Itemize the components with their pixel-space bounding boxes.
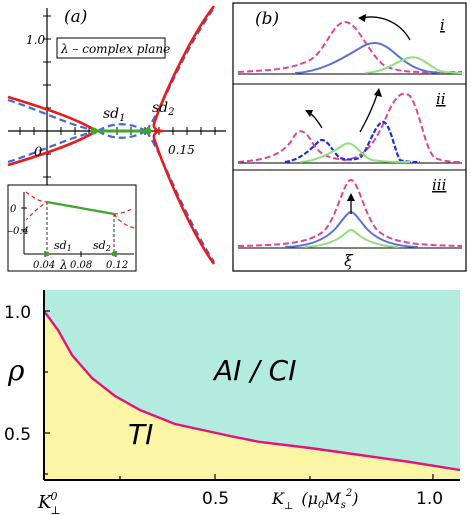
sd1-point: [90, 127, 98, 135]
row-i-arrowhead: [358, 14, 366, 22]
phase-ylabel: ρ: [7, 354, 25, 387]
row-i-arrow: [361, 16, 411, 41]
panel-b-xlabel: ξ: [344, 251, 354, 270]
red-branch-right-lower: [152, 129, 216, 265]
red-branch-left-upper: [7, 95, 97, 133]
blue-branch-left-upper: [7, 98, 99, 133]
row-ii-green: [299, 142, 411, 163]
blue-arc-lower: [97, 130, 147, 139]
phase-region-top-label: AI / CI: [212, 354, 296, 387]
row-ii-label: ii: [436, 90, 446, 108]
row-iii-label: iii: [432, 176, 447, 194]
row-ii: ii: [237, 88, 463, 164]
inset-red-right: [113, 207, 135, 229]
panel-a-x-ticks: [19, 127, 216, 135]
phase-region-bottom-label: TI: [128, 418, 153, 451]
row-iii-arrowhead: [347, 193, 355, 201]
inset-green-line: [46, 200, 115, 216]
sd1-label: sd1: [103, 106, 126, 124]
inset-ytick-0: 0: [10, 204, 17, 215]
inset-xtick-3: 0.12: [106, 260, 128, 271]
panel-a-xtick: 0.15: [168, 143, 195, 157]
panel-b: (b) i ii: [232, 2, 467, 272]
phase-diagram: ρ 1.0 0.5 K0 ⊥ 0.5 1.0 K⊥ (μ0Ms2) AI / CI …: [4, 290, 461, 515]
row-i-magenta-dashed: [237, 20, 463, 74]
red-branch-right-upper: [152, 5, 216, 133]
row-ii-arrowhead-left: [305, 110, 313, 117]
row-ii-arrowhead-right: [374, 88, 382, 97]
panel-a: (a) 1.0 0 0.15 sd1 sd2 λ – complex plane: [7, 5, 226, 272]
row-iii: iii: [237, 176, 463, 249]
inset-xtick-1: 0.04: [33, 260, 55, 271]
row-ii-blue-dark: [284, 120, 421, 164]
inset-xlabel: λ: [59, 258, 68, 272]
row-i-green: [364, 56, 463, 74]
panel-b-frame: [232, 2, 467, 272]
row-iii-magenta-dashed: [237, 178, 463, 247]
row-i-label: i: [440, 16, 445, 34]
inset-frame: [7, 184, 137, 272]
row-i: i: [237, 14, 463, 75]
red-branch-left-lower: [7, 129, 97, 167]
panel-b-label: (b): [255, 9, 279, 29]
plane-label: λ – complex plane: [60, 42, 170, 56]
plane-label-box: [56, 37, 166, 59]
phase-ticks: [44, 310, 434, 480]
panel-a-origin: 0: [34, 145, 42, 160]
row-iii-green: [304, 228, 399, 248]
blue-branch-left-lower: [7, 129, 99, 164]
inset-xtick-2: 0.08: [70, 260, 92, 271]
panel-a-ytick-top: 1.0: [26, 33, 45, 47]
phase-boundary: [43, 310, 461, 472]
panel-a-label: (a): [64, 7, 87, 27]
phase-xlabel: K⊥ (μ0Ms2): [271, 488, 359, 512]
row-ii-magenta-dashed: [237, 92, 463, 163]
sd2-label: sd2: [152, 100, 175, 118]
phase-region-bottom: [44, 311, 460, 480]
phase-xtick-1: 1.0: [416, 489, 443, 509]
inset-sd2-point: [111, 251, 117, 257]
phase-ytick-05: 0.5: [4, 425, 31, 445]
row-i-blue: [294, 41, 441, 74]
inset: 0 –0.4 sd1 sd2 0.04 λ 0.08 0.12: [7, 184, 137, 272]
phase-xtick-k0: K0 ⊥: [37, 490, 61, 515]
sd2-point: [144, 127, 152, 135]
blue-arc-upper: [97, 123, 147, 132]
inset-sd1-label: sd1: [54, 239, 72, 253]
phase-xtick-05: 0.5: [202, 489, 229, 509]
inset-ytick-neg: –0.4: [8, 226, 29, 237]
phase-ytick-1: 1.0: [4, 303, 31, 323]
inset-sd2-label: sd2: [93, 239, 111, 253]
inset-sd1-point: [44, 251, 50, 257]
